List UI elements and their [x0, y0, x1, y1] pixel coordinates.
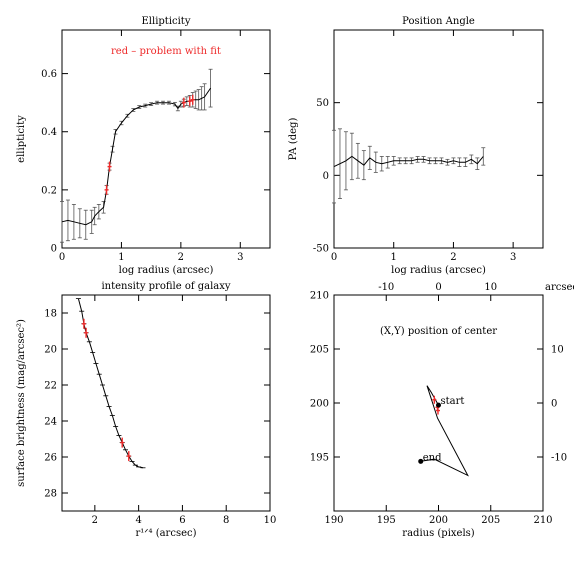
center-position-panel: (X,Y) position of center 190 195 200 205 210 1…: [310, 282, 574, 539]
x-tick-label: 1: [118, 252, 124, 263]
chart-title: (X,Y) position of center: [380, 326, 497, 337]
y-axis-label: ellipticity: [16, 115, 27, 163]
position-angle-series-line: [333, 155, 484, 168]
start-point: [436, 402, 441, 408]
y-tick-label: 205: [310, 345, 329, 356]
problem-fit-legend: red – problem with fit: [111, 46, 221, 57]
plot-frame: [61, 29, 271, 249]
x-tick-label: 6: [179, 515, 185, 526]
ellipticity-panel: Ellipticity 0 1 2 3 0 0.2 0.4 0.6 log radius (arc…: [16, 16, 271, 276]
y-tick-label: 0: [323, 171, 329, 182]
end-point: [418, 458, 424, 464]
x-axis-label: log radius (arcsec): [391, 265, 486, 276]
x-tick-label: 1: [391, 252, 397, 263]
start-label: start: [441, 396, 465, 407]
chart-title: Position Angle: [402, 16, 475, 27]
y-tick-label: 195: [310, 453, 329, 464]
x-tick-label: 2: [92, 515, 98, 526]
x-tick-label: 0: [59, 252, 65, 263]
top-axis-label: arcsec: [545, 282, 574, 293]
y-tick-label: 200: [310, 399, 329, 410]
y-tick-label: 18: [44, 309, 57, 320]
plot-frame: [61, 294, 271, 512]
chart-title: Ellipticity: [142, 16, 191, 27]
right-arcsec-tick-label: 0: [551, 399, 557, 410]
y-axis-label: PA (deg): [288, 118, 299, 161]
x-axis-label: radius (pixels): [402, 528, 474, 539]
x-tick-label: 10: [264, 515, 277, 526]
right-arcsec-tick-label: 10: [551, 345, 564, 356]
x-tick-label: 2: [178, 252, 184, 263]
x-tick-label: 4: [135, 515, 141, 526]
y-tick-label: -50: [313, 244, 329, 255]
ellipticity-series-line: [61, 87, 212, 226]
y-tick-label: 50: [316, 98, 329, 109]
x-tick-label: 205: [481, 515, 500, 526]
x-axis-label: r¹ᐟ⁴ (arcsec): [135, 528, 196, 539]
top-arcsec-tick-label: 10: [484, 282, 497, 293]
x-tick-label: 0: [331, 252, 337, 263]
right-arcsec-tick-label: -10: [551, 453, 567, 464]
top-arcsec-tick-label: -10: [378, 282, 394, 293]
end-label: end: [423, 452, 442, 463]
y-tick-label: 20: [44, 345, 57, 356]
y-tick-label: 22: [44, 381, 57, 392]
y-tick-label: 0: [51, 244, 57, 255]
x-tick-label: 200: [429, 515, 448, 526]
x-tick-label: 3: [510, 252, 516, 263]
x-tick-label: 210: [533, 515, 552, 526]
y-axis-label: surface brightness (mag/arcsec²): [16, 319, 27, 487]
y-tick-label: 24: [44, 417, 57, 428]
y-tick-label: 0.6: [41, 69, 57, 80]
y-tick-label: 210: [310, 291, 329, 302]
x-tick-label: 3: [237, 252, 243, 263]
y-tick-label: 0.4: [41, 127, 57, 138]
x-axis-label: log radius (arcsec): [119, 265, 214, 276]
x-tick-label: 195: [377, 515, 396, 526]
y-tick-label: 26: [44, 453, 57, 464]
y-tick-label: 0.2: [41, 185, 57, 196]
x-tick-label: 2: [450, 252, 456, 263]
chart-title: intensity profile of galaxy: [101, 281, 230, 292]
y-tick-label: 28: [44, 489, 57, 500]
x-tick-label: 190: [324, 515, 343, 526]
plot-frame: [333, 29, 544, 249]
x-tick-label: 8: [223, 515, 229, 526]
intensity-series-line: [77, 298, 144, 469]
top-arcsec-tick-label: 0: [435, 282, 441, 293]
